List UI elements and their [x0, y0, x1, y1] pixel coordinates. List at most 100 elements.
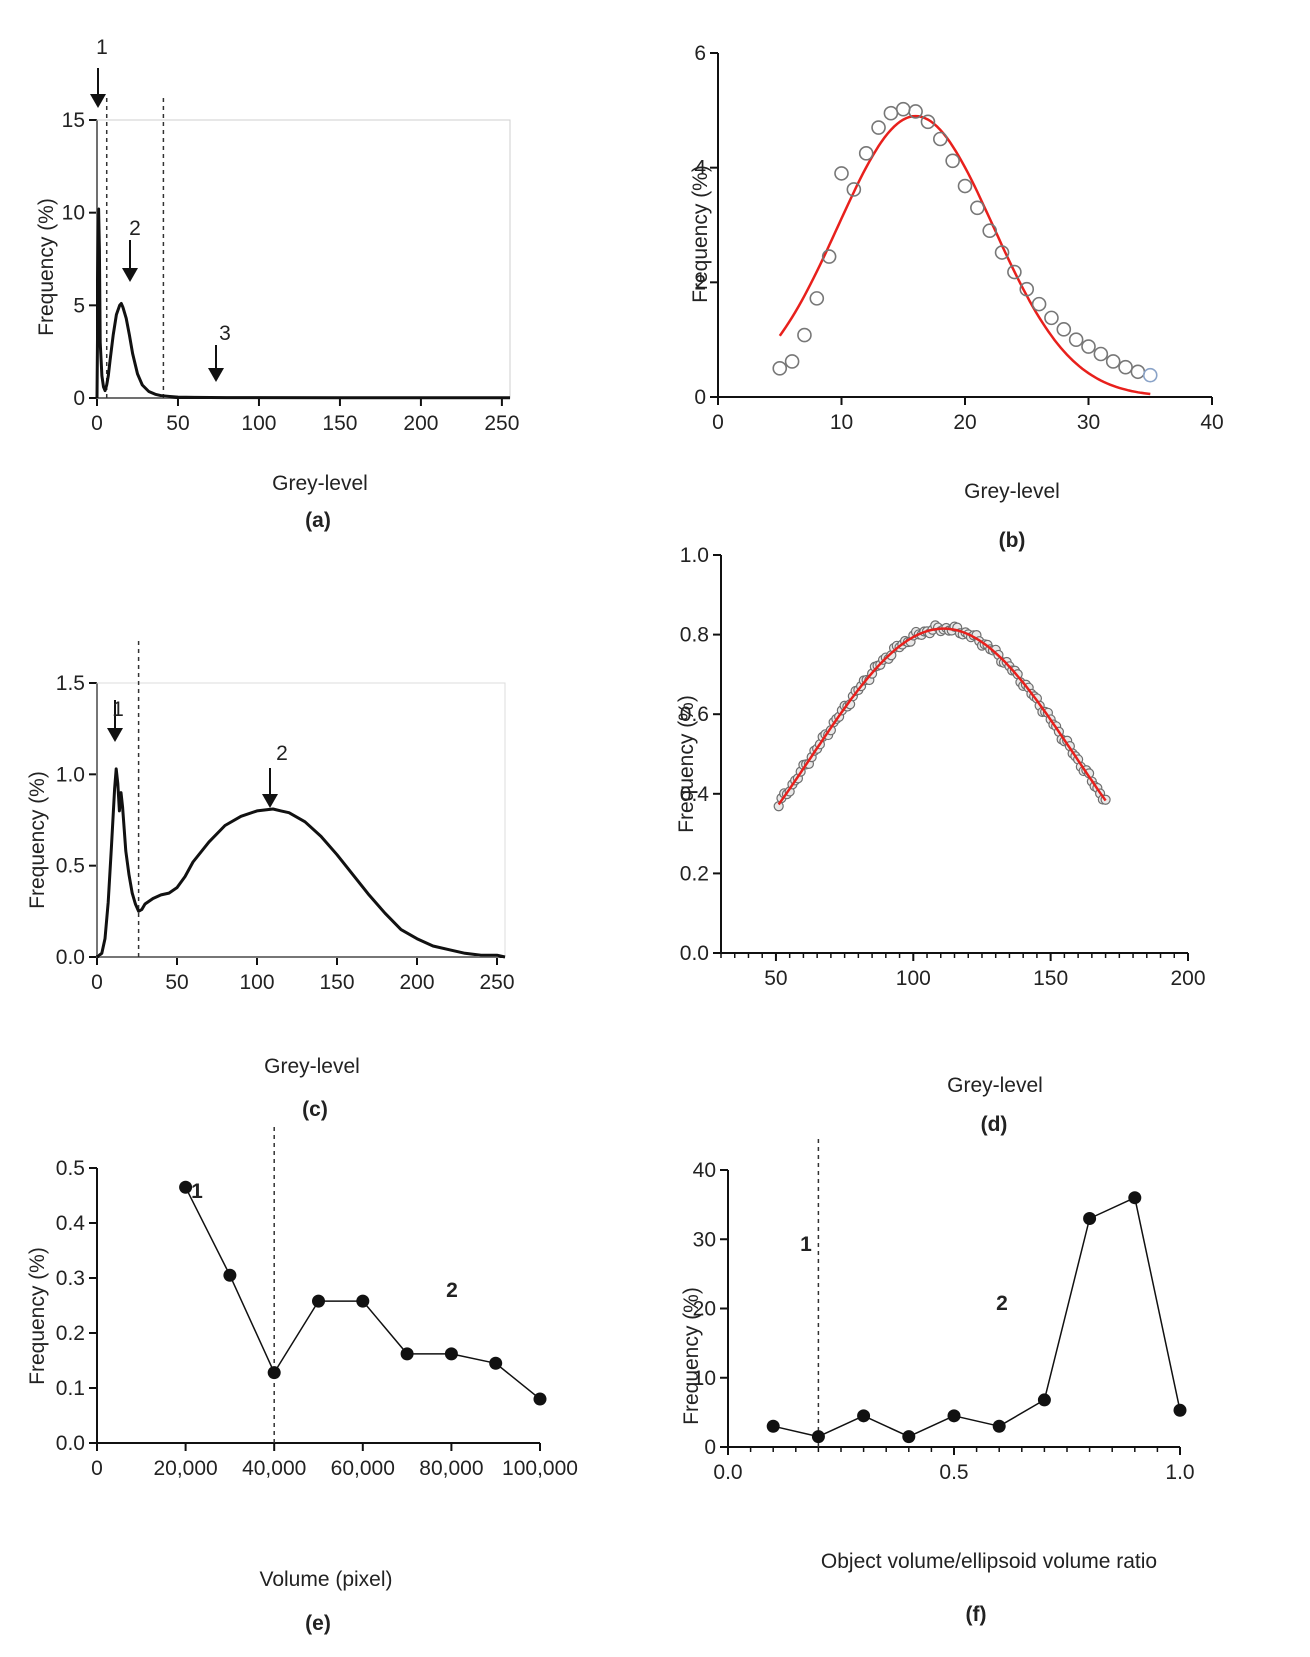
panel-e-data-point	[489, 1356, 503, 1370]
panel-c-label: (c)	[302, 1098, 328, 1121]
panel-c-arrow-head	[262, 794, 278, 808]
panel-e-label: (e)	[305, 1612, 331, 1635]
panel-f-data-point	[857, 1409, 871, 1423]
panel-f-volume-ratio-chart: 0.0 0.5 1.0 0 10 20 30 40 1 2 Object volume/ell…	[680, 1137, 1195, 1626]
panel-c-x-tick-label: 250	[479, 971, 514, 994]
panel-c-x-tick-label: 50	[165, 971, 188, 994]
panel-b-data-point	[1044, 310, 1059, 326]
panel-f-x-tick-label: 0.5	[939, 1461, 968, 1484]
panel-e-y-tick-label: 0.5	[56, 1157, 85, 1180]
panel-f-data-point	[902, 1430, 916, 1444]
panel-b-x-tick-label: 30	[1077, 411, 1100, 434]
panel-e-x-tick-label: 100,000	[502, 1457, 578, 1480]
panel-c-x-tick-label: 0	[91, 971, 103, 994]
panel-c-x-axis-label: Grey-level	[264, 1055, 360, 1078]
panel-f-x-tick-label: 0.0	[713, 1461, 742, 1484]
panel-f-y-tick-label: 30	[693, 1228, 716, 1251]
panel-b-data-point	[920, 114, 936, 130]
panel-d-y-tick-label: 1.0	[680, 544, 709, 567]
panel-b-y-tick-label: 4	[694, 157, 706, 180]
panel-e-data-point	[223, 1268, 237, 1282]
panel-c-y-tick-label: 0.0	[56, 946, 85, 969]
panel-f-region-label-1: 1	[800, 1233, 812, 1256]
panel-e-x-tick-label: 0	[91, 1457, 103, 1480]
panel-d-y-tick-label: 0.6	[680, 703, 709, 726]
panel-e-data-point	[533, 1392, 547, 1406]
panel-a-arrow-head	[90, 94, 106, 108]
panel-d-y-tick-label: 0.2	[680, 862, 709, 885]
panel-f-region-label-2: 2	[996, 1292, 1008, 1315]
panel-a-frame	[96, 119, 511, 399]
panel-e-x-tick-label: 40,000	[242, 1457, 306, 1480]
panel-a-histogram-chart: 0 50 100 150 200 250 0 5 10 15 1 2 3 Grey-level F…	[35, 36, 519, 532]
panel-c-frame	[96, 682, 506, 958]
panel-f-label: (f)	[966, 1603, 987, 1626]
panel-f-y-tick-label: 10	[693, 1367, 716, 1390]
panel-b-data-point	[982, 223, 998, 239]
panel-f-data-point	[992, 1419, 1006, 1433]
panel-b-gaussian-fit-chart: 0 10 20 30 40 0 2 4 6 Grey-level Frequency (%) (…	[689, 42, 1224, 552]
panel-e-data-point	[312, 1294, 325, 1308]
panel-d-label: (d)	[981, 1113, 1008, 1136]
panel-d-fit-curve	[777, 627, 1107, 806]
panel-e-y-tick-label: 0.1	[56, 1377, 85, 1400]
panel-d-y-tick-label: 0.8	[680, 624, 709, 647]
panel-b-data-point	[846, 182, 862, 197]
panel-a-y-tick-label: 5	[73, 294, 85, 317]
panel-b-y-tick-label: 2	[694, 271, 706, 294]
panel-a-y-tick-label: 10	[62, 202, 85, 225]
panel-b-fit-curve	[778, 114, 1151, 396]
panel-e-data-point	[400, 1347, 414, 1361]
panel-e-data-point	[356, 1294, 370, 1308]
panel-b-data-point	[1093, 346, 1109, 362]
panel-a-annotation-2: 2	[129, 217, 141, 240]
panel-d-x-axis-label: Grey-level	[947, 1074, 1043, 1097]
panel-c-y-tick-label: 0.5	[56, 855, 85, 878]
panel-b-data-point	[1105, 354, 1121, 369]
panel-b-data-point	[908, 104, 923, 119]
panel-a-x-tick-label: 100	[241, 412, 276, 435]
panel-b-x-tick-label: 10	[830, 411, 853, 434]
panel-b-x-tick-label: 20	[953, 411, 976, 434]
panel-d-y-tick-label: 0.0	[680, 942, 709, 965]
panel-b-data-point	[1081, 339, 1096, 354]
panel-e-x-axis-label: Volume (pixel)	[259, 1568, 392, 1591]
panel-a-x-tick-label: 0	[91, 412, 103, 435]
panel-b-y-axis-label: Frequency (%)	[689, 165, 712, 303]
panel-c-y-tick-label: 1.5	[56, 672, 85, 695]
panel-e-data-point	[444, 1347, 458, 1361]
panel-f-y-axis-label: Frequency (%)	[680, 1287, 703, 1425]
panel-e-x-tick-label: 60,000	[331, 1457, 395, 1480]
panel-a-label: (a)	[305, 509, 331, 532]
panel-f-y-tick-label: 20	[693, 1298, 716, 1321]
panel-b-data-point	[1068, 332, 1084, 347]
panel-b-data-point	[809, 291, 825, 306]
panel-a-arrow-head	[208, 368, 224, 382]
panel-e-y-tick-label: 0.4	[56, 1212, 86, 1235]
panel-e-y-tick-label: 0.3	[56, 1267, 85, 1290]
panel-b-data-point	[772, 361, 788, 376]
panel-b-data-point	[821, 249, 837, 264]
panel-f-data-point	[811, 1430, 825, 1444]
panel-e-y-tick-label: 0.0	[56, 1432, 85, 1455]
panel-d-x-tick-label: 100	[896, 967, 931, 990]
panel-c-histogram-chart: 0 50 100 150 200 250 0.0 0.5 1.0 1.5 1 2 Grey-lev…	[26, 640, 515, 1121]
panel-a-annotation-1: 1	[96, 36, 108, 59]
panel-b-data-point	[895, 101, 911, 117]
panel-c-y-tick-label: 1.0	[56, 763, 85, 786]
panel-a-series-line	[95, 207, 510, 400]
panel-b-data-point	[1118, 359, 1133, 375]
panel-a-arrow-head	[122, 268, 138, 282]
panel-f-data-point	[766, 1419, 780, 1433]
panel-f-data-point	[947, 1409, 961, 1423]
panel-b-data-point	[784, 354, 800, 369]
panel-d-x-tick-label: 200	[1170, 967, 1205, 990]
panel-e-x-tick-label: 80,000	[419, 1457, 483, 1480]
panel-c-x-tick-label: 150	[319, 971, 354, 994]
panel-a-annotation-3: 3	[219, 322, 231, 345]
panel-b-data-point	[932, 131, 948, 147]
panel-e-x-tick-label: 20,000	[153, 1457, 217, 1480]
panel-b-data-point	[871, 120, 886, 135]
panel-f-data-point	[1173, 1403, 1187, 1417]
